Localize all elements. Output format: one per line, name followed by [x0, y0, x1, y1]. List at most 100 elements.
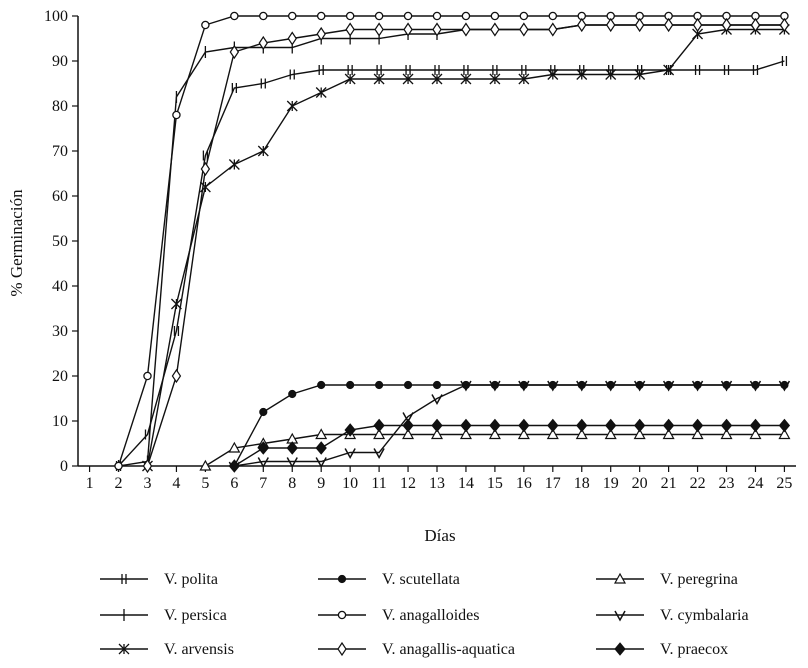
legend-label: V. praecox [660, 641, 728, 658]
data-point [634, 418, 646, 433]
legend-marker [613, 572, 627, 584]
x-tick-label: 16 [516, 475, 532, 492]
x-tick-label: 8 [288, 475, 296, 492]
data-point [228, 441, 241, 453]
data-point [289, 69, 295, 80]
x-tick-label: 20 [632, 475, 648, 492]
data-point [663, 17, 674, 33]
data-point [373, 448, 385, 460]
x-tick-label: 19 [603, 475, 619, 492]
data-point [489, 418, 501, 433]
data-point [691, 418, 704, 433]
data-point [489, 73, 501, 85]
data-point [347, 65, 353, 75]
data-point [518, 418, 530, 433]
data-point [720, 428, 733, 440]
legend-item: V. scutellata [318, 571, 460, 588]
series-line [117, 60, 785, 467]
legend-item: V. anagallis-aquatica [318, 641, 515, 658]
data-point [781, 56, 788, 66]
series-v-cymbalaria [228, 380, 791, 473]
data-point [490, 22, 500, 37]
y-tick-label: 60 [52, 188, 68, 205]
data-point [749, 418, 762, 433]
data-point [346, 380, 355, 390]
data-point [114, 461, 123, 471]
series-v-persica [117, 19, 786, 472]
x-tick-label: 3 [143, 475, 151, 492]
legend-item: V. persica [100, 607, 227, 624]
data-point [459, 428, 472, 440]
data-point [373, 418, 385, 433]
data-point [230, 11, 239, 21]
data-point [634, 380, 646, 392]
data-point [432, 11, 442, 21]
legend-item: V. arvensis [100, 641, 234, 658]
data-point [373, 428, 386, 440]
data-point [434, 65, 440, 75]
data-point [231, 83, 237, 93]
data-point [605, 69, 617, 80]
data-point [518, 73, 530, 85]
data-point [374, 11, 384, 21]
data-point [576, 69, 588, 80]
legend-label: V. polita [164, 571, 218, 588]
data-point [463, 65, 469, 75]
data-point [403, 22, 413, 37]
data-point [432, 380, 442, 390]
data-point [546, 428, 559, 440]
data-point [402, 418, 414, 433]
data-point [605, 418, 617, 433]
x-axis-title: Días [424, 526, 455, 545]
data-point [430, 428, 444, 440]
data-point [662, 380, 675, 392]
data-point [228, 159, 240, 170]
x-tick-label: 2 [115, 475, 123, 492]
data-point [431, 73, 443, 85]
data-point [604, 428, 617, 440]
data-point [315, 441, 327, 455]
data-point [460, 380, 472, 392]
data-point [173, 326, 180, 336]
data-point [403, 380, 413, 390]
series-v-peregrina [199, 428, 791, 471]
data-point [749, 380, 762, 392]
data-point [318, 65, 324, 75]
y-axis-title: % Germinación [7, 189, 26, 297]
legend-label: V. arvensis [164, 641, 234, 658]
data-point [402, 73, 414, 85]
series-line [146, 24, 785, 467]
data-point [720, 418, 733, 433]
data-point [488, 428, 501, 440]
x-tick-label: 14 [458, 475, 474, 492]
data-point [344, 423, 356, 437]
y-tick-label: 50 [52, 233, 68, 250]
data-point [460, 73, 472, 85]
data-point [779, 17, 790, 33]
data-point [199, 459, 212, 471]
data-point [403, 11, 413, 21]
data-point [257, 441, 269, 455]
data-point [548, 22, 558, 37]
data-point [517, 428, 530, 440]
data-point [691, 428, 704, 440]
data-point [721, 17, 732, 33]
series-v-praecox [228, 418, 791, 473]
series-line [234, 384, 785, 467]
data-point [257, 145, 269, 157]
legend-label: V. anagallis-aquatica [382, 641, 515, 658]
series-line [118, 24, 785, 467]
data-point [228, 459, 240, 473]
data-point [405, 65, 411, 75]
data-point [344, 448, 356, 460]
data-point [200, 161, 211, 177]
x-tick-label: 11 [371, 475, 386, 492]
data-point [170, 298, 182, 310]
y-tick-label: 70 [52, 143, 68, 160]
data-point [229, 44, 240, 60]
data-point [316, 26, 326, 42]
data-point [547, 418, 559, 433]
x-tick-label: 23 [719, 475, 735, 492]
